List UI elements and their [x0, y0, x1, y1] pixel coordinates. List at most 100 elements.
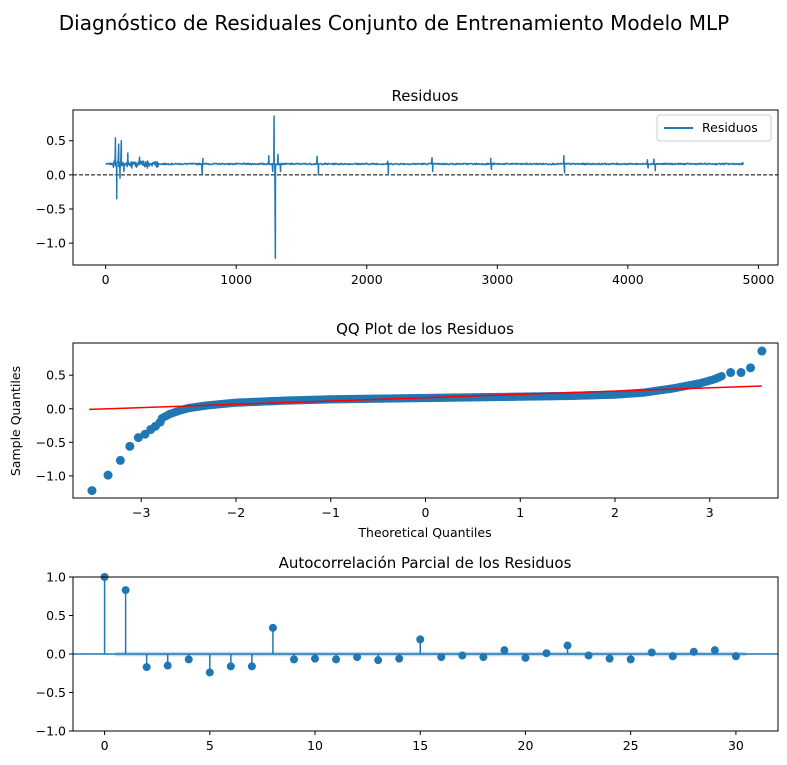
residuals-y-tick-label: −0.5 [36, 202, 66, 217]
qq-y-axis-label: Sample Quantiles [8, 366, 23, 476]
pacf-y-tick-label: −1.0 [36, 724, 66, 739]
pacf-marker [563, 641, 572, 650]
qq-x-tick-label: 1 [516, 505, 524, 520]
pacf-y-tick-label: 0.0 [46, 647, 66, 662]
qq-axes-frame [72, 342, 779, 499]
residuals-panel: Residuos 0 1000 2000 3000 4000 5000 −1.0 −0.5 0… [36, 87, 779, 287]
pacf-marker [268, 623, 277, 632]
residuals-x-ticks: 0 1000 2000 3000 4000 5000 [102, 265, 775, 287]
pacf-marker [332, 655, 341, 664]
qq-x-tick-label: −3 [132, 505, 150, 520]
residuals-axes-frame [72, 109, 779, 266]
pacf-marker [184, 655, 193, 664]
pacf-x-tick-label: 15 [412, 738, 428, 753]
residuals-legend: Residuos [656, 114, 772, 142]
qq-point [115, 455, 125, 465]
qq-point [133, 433, 143, 443]
qq-y-tick-label: 0.0 [46, 401, 66, 416]
pacf-x-tick-label: 10 [307, 738, 323, 753]
pacf-marker [437, 653, 446, 662]
pacf-marker [416, 635, 425, 644]
qq-point [155, 417, 165, 427]
residuals-x-tick-label: 0 [102, 272, 110, 287]
residuals-x-tick-label: 3000 [481, 272, 513, 287]
pacf-y-tick-label: 0.5 [46, 608, 66, 623]
qq-reference-line [89, 385, 762, 411]
pacf-x-tick-label: 20 [518, 738, 534, 753]
pacf-marker [289, 655, 298, 664]
pacf-marker [163, 661, 172, 670]
figure-suptitle: Diagnóstico de Residuales Conjunto de En… [59, 11, 729, 35]
qq-point [717, 372, 726, 381]
pacf-y-tick-label: −0.5 [36, 685, 66, 700]
residuals-x-tick-label: 4000 [612, 272, 644, 287]
residuals-line [105, 115, 745, 259]
pacf-marker [584, 651, 593, 660]
pacf-marker [458, 651, 467, 660]
pacf-x-tick-label: 30 [728, 738, 744, 753]
qq-panel: QQ Plot de los Residuos −3 −2 −1 0 1 2 3 −1.0−… [8, 320, 779, 540]
qq-y-tick-label: −1.0 [36, 468, 66, 483]
residuals-title: Residuos [392, 87, 459, 105]
residuals-y-tick-label: 0.0 [46, 167, 66, 182]
pacf-marker [226, 662, 235, 671]
qq-point [87, 486, 97, 496]
pacf-stems [100, 573, 740, 677]
pacf-marker [731, 652, 740, 661]
pacf-marker [479, 653, 488, 662]
qq-x-tick-label: −1 [322, 505, 340, 520]
pacf-marker [500, 646, 509, 655]
qq-y-tick-label: 0.5 [46, 368, 66, 383]
residuals-y-tick-label: 0.5 [46, 133, 66, 148]
qq-points [87, 346, 767, 496]
qq-point [757, 346, 767, 356]
pacf-marker [521, 653, 530, 662]
residuals-series-line [105, 115, 745, 259]
qq-x-tick-label: 3 [706, 505, 714, 520]
pacf-marker [395, 654, 404, 663]
pacf-marker [311, 654, 320, 663]
pacf-marker [647, 648, 656, 657]
pacf-marker [374, 656, 383, 665]
qq-title: QQ Plot de los Residuos [336, 320, 514, 338]
qq-x-axis-label: Theoretical Quantiles [357, 525, 491, 540]
residuals-x-tick-label: 1000 [220, 272, 252, 287]
qq-point [125, 441, 135, 451]
pacf-y-tick-label: 1.0 [46, 570, 66, 585]
qq-point [746, 363, 756, 373]
residuals-y-tick-label: −1.0 [36, 236, 66, 251]
pacf-title: Autocorrelación Parcial de los Residuos [279, 554, 572, 572]
pacf-y-ticks: −1.0 −0.5 0.0 0.5 1.0 [36, 570, 73, 739]
pacf-marker [247, 662, 256, 671]
pacf-marker [710, 646, 719, 655]
qq-x-tick-label: −2 [227, 505, 245, 520]
pacf-x-tick-label: 0 [101, 738, 109, 753]
residuals-y-ticks: −1.0 −0.5 0.0 0.5 [36, 133, 73, 251]
residuals-x-tick-label: 2000 [351, 272, 383, 287]
pacf-marker [605, 654, 614, 663]
legend-series-label: Residuos [702, 120, 758, 135]
pacf-marker [121, 586, 130, 595]
qq-x-tick-label: 2 [611, 505, 619, 520]
pacf-x-tick-label: 25 [623, 738, 639, 753]
pacf-marker [205, 668, 214, 677]
pacf-marker [626, 655, 635, 664]
pacf-marker [142, 663, 151, 672]
qq-point [103, 470, 113, 480]
pacf-marker [689, 647, 698, 656]
pacf-panel: Autocorrelación Parcial de los Residuos … [36, 554, 779, 753]
residuals-x-tick-label: 5000 [743, 272, 775, 287]
qq-point [726, 368, 736, 378]
pacf-marker [542, 649, 551, 658]
qq-y-tick-label: −0.5 [36, 435, 66, 450]
pacf-marker [353, 653, 362, 662]
qq-fit-line [89, 385, 762, 411]
pacf-x-tick-label: 5 [206, 738, 214, 753]
qq-x-ticks: −3 −2 −1 0 1 2 3 [132, 498, 714, 520]
qq-y-ticks: −1.0 −0.5 0.0 0.5 [36, 368, 73, 483]
qq-point [736, 368, 746, 378]
pacf-x-ticks: 0 5 10 15 20 25 30 [101, 731, 744, 753]
pacf-marker [668, 652, 677, 661]
legend-box [656, 114, 772, 142]
